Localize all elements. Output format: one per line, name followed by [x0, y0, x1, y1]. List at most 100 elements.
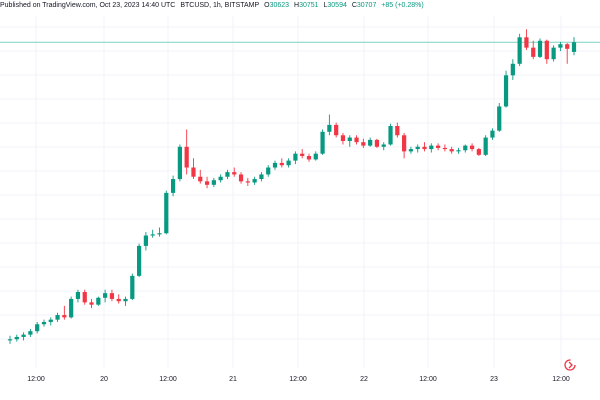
candle-body	[7, 339, 13, 341]
candle	[490, 128, 495, 140]
x-tick-label: 12:00	[159, 376, 177, 383]
close-label: C	[351, 2, 357, 9]
candle	[55, 312, 60, 322]
candle-body	[402, 135, 407, 152]
candle-body	[170, 179, 176, 193]
candle	[130, 273, 135, 301]
candle	[211, 177, 216, 188]
candle	[429, 143, 434, 153]
candle-body	[449, 149, 454, 152]
candle-body	[490, 130, 495, 138]
candle	[381, 142, 386, 151]
candle-body	[422, 146, 427, 150]
candle-body	[551, 47, 556, 60]
x-tick-label: 12:00	[289, 376, 307, 383]
candle-body	[463, 145, 468, 151]
candle	[531, 40, 536, 60]
candle	[327, 114, 332, 136]
candle	[374, 138, 380, 148]
change-value: +85 (+0.28%)	[381, 2, 424, 9]
candle	[21, 332, 26, 341]
candle-body	[89, 302, 94, 305]
candle-body	[232, 172, 237, 175]
candle	[116, 294, 121, 304]
candle-body	[347, 137, 352, 142]
candle-body	[306, 156, 312, 160]
candle	[252, 176, 257, 185]
candle	[286, 158, 291, 168]
candle	[469, 143, 475, 152]
high-value: 30751	[299, 2, 319, 9]
candle-body	[558, 44, 563, 48]
candle	[82, 289, 87, 305]
candle	[198, 169, 203, 184]
candle-body	[177, 146, 182, 180]
candle	[279, 158, 284, 168]
candle-body	[69, 298, 74, 318]
candle-body	[266, 167, 271, 175]
candle	[415, 144, 420, 153]
candle	[503, 70, 509, 108]
candle-body	[143, 235, 149, 246]
candle	[537, 38, 543, 59]
candle	[442, 144, 447, 152]
candle-body	[442, 147, 447, 150]
candle	[402, 132, 407, 159]
candle-body	[238, 174, 244, 182]
candle-body	[381, 144, 386, 147]
candle	[558, 41, 563, 52]
candle-body	[116, 298, 121, 302]
candle-body	[388, 126, 393, 145]
candle	[395, 122, 400, 138]
candle	[177, 144, 182, 182]
candle	[14, 334, 19, 342]
candle-body	[293, 153, 298, 161]
open-value: 30623	[269, 2, 290, 9]
candle	[510, 59, 515, 80]
candles	[7, 29, 577, 344]
candle-body	[130, 275, 135, 299]
candle	[544, 39, 549, 64]
candle-body	[531, 47, 536, 57]
candle-body	[252, 179, 257, 183]
candle	[476, 147, 481, 156]
x-tick-label: 23	[490, 376, 498, 383]
candle-body	[204, 181, 210, 185]
candle-body	[476, 149, 481, 155]
candle	[28, 328, 33, 337]
candle	[204, 176, 210, 189]
candle	[75, 289, 81, 303]
candle	[266, 165, 271, 177]
candle	[300, 149, 305, 159]
candle-body	[571, 42, 577, 52]
candle	[354, 135, 359, 145]
grid	[0, 16, 600, 368]
candle	[137, 243, 142, 278]
candle-body	[191, 167, 196, 177]
candle-body	[75, 292, 81, 299]
x-tick-label: 22	[360, 376, 368, 383]
candle	[150, 229, 155, 238]
candle-body	[218, 176, 223, 181]
candle	[435, 143, 441, 151]
candle	[103, 289, 108, 303]
candle	[164, 190, 169, 235]
candle-body	[272, 162, 278, 168]
tradingview-refresh-icon[interactable]	[563, 358, 577, 372]
candle-body	[109, 293, 115, 299]
candle-body	[503, 75, 509, 107]
candle-body	[198, 176, 203, 182]
candle-body	[456, 150, 461, 152]
candle	[408, 146, 414, 154]
candle	[143, 232, 149, 251]
candle-body	[361, 142, 366, 146]
symbol-line: BTCUSD, 1h, BITSTAMP	[180, 2, 260, 9]
candle-body	[368, 139, 373, 146]
candle	[48, 317, 53, 326]
candle-body	[28, 331, 33, 335]
candle	[89, 298, 94, 309]
candle	[35, 321, 40, 334]
x-tick-label: 12:00	[419, 376, 437, 383]
candle-body	[286, 160, 291, 166]
